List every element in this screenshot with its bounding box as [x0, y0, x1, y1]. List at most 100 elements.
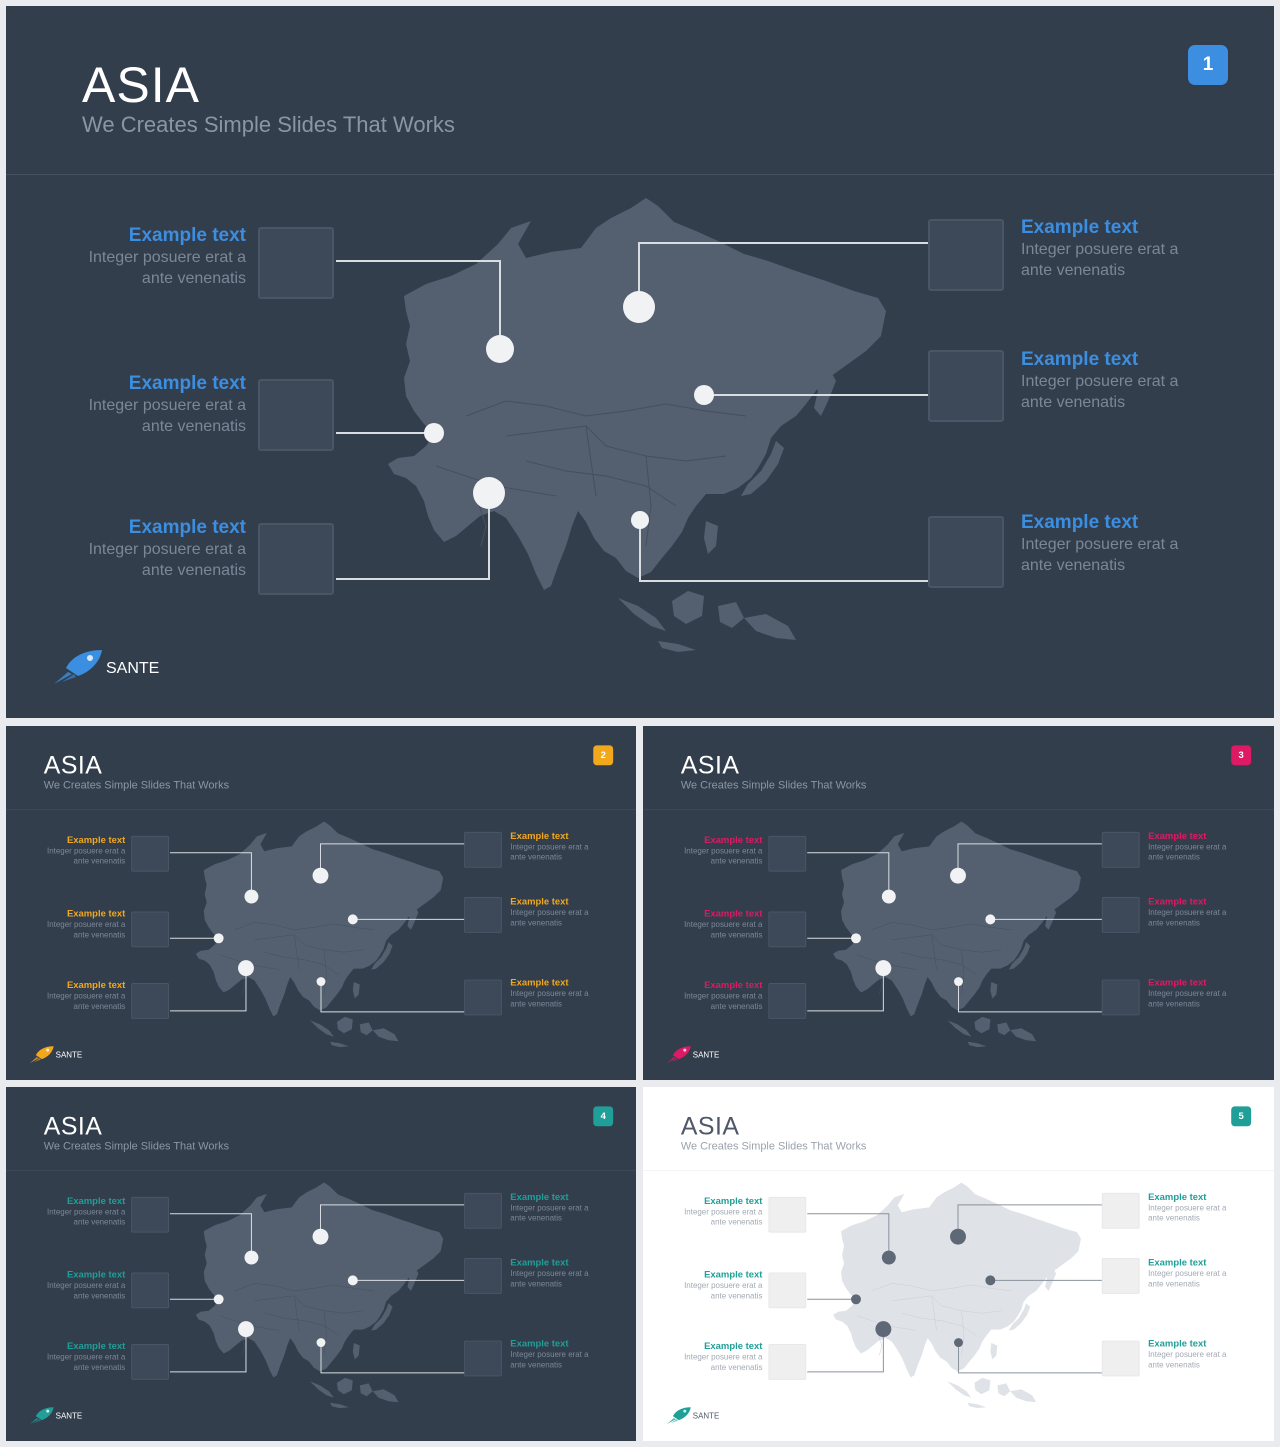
image-placeholder[interactable]: [464, 1192, 502, 1229]
image-placeholder[interactable]: [131, 911, 169, 948]
asia-landmass: [833, 1182, 1081, 1409]
callout-text: Example text Integer posuere erat a ante…: [1021, 349, 1261, 413]
map-marker[interactable]: [244, 1250, 259, 1265]
map-marker[interactable]: [312, 867, 329, 884]
map-marker[interactable]: [954, 1338, 963, 1348]
map-marker[interactable]: [985, 1275, 996, 1286]
image-placeholder[interactable]: [1101, 1192, 1140, 1229]
map-marker[interactable]: [875, 1321, 892, 1338]
image-placeholder[interactable]: [768, 1196, 807, 1233]
callout-text: Example text Integer posuere erat a ante…: [6, 980, 125, 1012]
image-placeholder[interactable]: [768, 835, 807, 872]
callout-text: Example text Integer posuere erat a ante…: [1148, 1192, 1267, 1224]
image-placeholder[interactable]: [1101, 1340, 1140, 1377]
image-placeholder[interactable]: [928, 350, 1004, 422]
callout-desc-line1: Integer posuere erat a: [88, 397, 246, 414]
brand-logo: SANTE: [666, 1044, 746, 1064]
brand-name: SANTE: [55, 1051, 83, 1060]
image-placeholder[interactable]: [131, 1272, 169, 1309]
callout-text: Example text Integer posuere erat a ante…: [6, 373, 246, 437]
callout-desc-line1: Integer posuere erat a: [510, 1269, 589, 1278]
map-marker[interactable]: [950, 867, 966, 884]
image-placeholder[interactable]: [1101, 1258, 1140, 1294]
image-placeholder[interactable]: [258, 379, 334, 451]
callout-desc-line2: ante venenatis: [73, 930, 126, 940]
image-placeholder[interactable]: [768, 983, 807, 1019]
map-marker[interactable]: [424, 423, 444, 443]
callout-text: Example text Integer posuere erat a ante…: [643, 1269, 762, 1301]
map-marker[interactable]: [473, 477, 505, 509]
callout-title: Example text: [704, 1341, 763, 1352]
callout-desc-line2: ante venenatis: [710, 1002, 763, 1011]
map-marker[interactable]: [213, 1294, 224, 1305]
image-placeholder[interactable]: [1101, 831, 1140, 868]
map-marker[interactable]: [881, 1250, 896, 1265]
slide-number-badge: 5: [1231, 1106, 1252, 1127]
callout-text: Example text Integer posuere erat a ante…: [1148, 831, 1267, 863]
map-marker[interactable]: [875, 960, 892, 977]
callout-text: Example text Integer posuere erat a ante…: [6, 908, 125, 940]
map-marker[interactable]: [694, 385, 714, 405]
map-marker[interactable]: [244, 889, 259, 904]
image-placeholder[interactable]: [258, 523, 334, 595]
map-marker[interactable]: [347, 914, 358, 925]
map-marker[interactable]: [631, 511, 649, 529]
map-marker[interactable]: [312, 1228, 329, 1245]
image-placeholder[interactable]: [464, 831, 502, 868]
callout-text: Example text Integer posuere erat a ante…: [510, 1339, 629, 1371]
map-marker[interactable]: [316, 977, 326, 987]
map-marker[interactable]: [347, 1275, 358, 1286]
map-markers: [424, 291, 714, 529]
country-borders: [219, 1283, 374, 1356]
callout-title: Example text: [704, 1195, 763, 1207]
slide-title: ASIA: [680, 1112, 740, 1141]
map-marker[interactable]: [950, 1228, 966, 1245]
callout-title: Example text: [1148, 830, 1207, 842]
callout-desc-line1: Integer posuere erat a: [510, 842, 589, 852]
image-placeholder[interactable]: [258, 227, 334, 299]
image-placeholder[interactable]: [131, 983, 169, 1019]
rocket-icon: [29, 1046, 54, 1064]
map-marker[interactable]: [851, 933, 861, 944]
map-marker[interactable]: [486, 335, 514, 363]
image-placeholder[interactable]: [464, 1340, 502, 1377]
image-placeholder[interactable]: [131, 1344, 169, 1380]
slide-5: ASIA We Creates Simple Slides That Works…: [643, 1087, 1274, 1441]
map-marker[interactable]: [316, 1338, 326, 1348]
callout-desc-line2: ante venenatis: [1148, 1214, 1200, 1223]
brand-logo: SANTE: [52, 646, 212, 686]
callout-desc-line2: ante venenatis: [1148, 1360, 1200, 1370]
map-marker[interactable]: [851, 1294, 861, 1305]
callout-desc-line2: ante venenatis: [710, 857, 763, 866]
callout-title: Example text: [1148, 1191, 1207, 1203]
callout-desc-line2: ante venenatis: [710, 930, 763, 940]
image-placeholder[interactable]: [464, 979, 502, 1016]
map-marker[interactable]: [954, 977, 963, 987]
image-placeholder[interactable]: [131, 1196, 169, 1233]
rocket-icon: [666, 1407, 691, 1425]
callout-desc-line2: ante venenatis: [510, 853, 563, 862]
map-marker[interactable]: [985, 914, 996, 925]
slide-3: ASIA We Creates Simple Slides That Works…: [643, 726, 1274, 1080]
callout-desc-line1: Integer posuere erat a: [684, 846, 763, 856]
image-placeholder[interactable]: [464, 1258, 502, 1294]
image-placeholder[interactable]: [131, 835, 169, 872]
map-marker[interactable]: [238, 960, 254, 977]
image-placeholder[interactable]: [464, 897, 502, 933]
callout-desc-line1: Integer posuere erat a: [47, 920, 126, 929]
image-placeholder[interactable]: [768, 1344, 807, 1380]
map-marker[interactable]: [213, 933, 224, 944]
callout-desc-line2: ante venenatis: [1148, 1279, 1200, 1289]
image-placeholder[interactable]: [1101, 897, 1140, 933]
map-marker[interactable]: [623, 291, 655, 323]
image-placeholder[interactable]: [768, 1272, 807, 1309]
callout-desc-line1: Integer posuere erat a: [47, 1207, 126, 1217]
image-placeholder[interactable]: [768, 911, 807, 948]
image-placeholder[interactable]: [928, 219, 1004, 291]
image-placeholder[interactable]: [928, 516, 1004, 588]
rocket-icon: [666, 1046, 691, 1064]
map-marker[interactable]: [238, 1321, 254, 1338]
image-placeholder[interactable]: [1101, 979, 1140, 1016]
map-marker[interactable]: [881, 889, 896, 904]
callout-text: Example text Integer posuere erat a ante…: [643, 908, 762, 940]
